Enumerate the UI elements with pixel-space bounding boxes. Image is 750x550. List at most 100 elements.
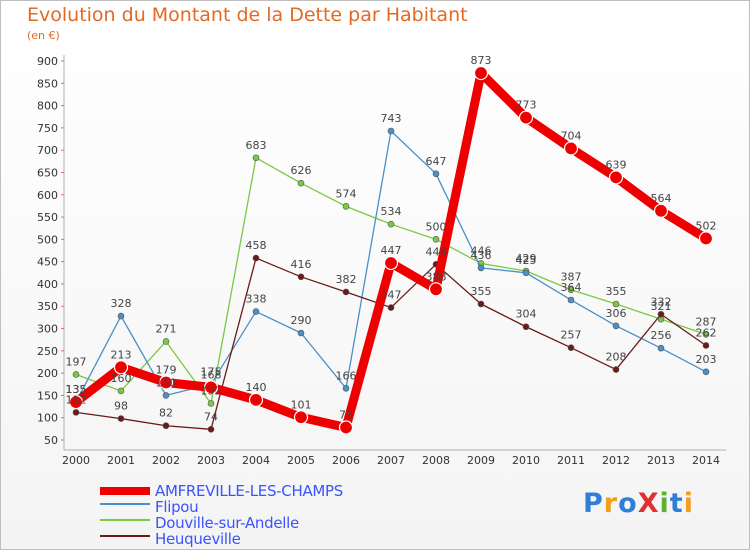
y-tick-label: 500 <box>37 233 58 246</box>
data-label: 446 <box>471 244 492 257</box>
data-point <box>297 329 305 337</box>
chart-title: Evolution du Montant de la Dette par Hab… <box>27 4 468 26</box>
data-label: 500 <box>426 220 447 233</box>
data-point <box>473 65 489 81</box>
data-label: 287 <box>696 315 717 328</box>
data-label: 175 <box>201 365 222 378</box>
data-label: 328 <box>111 297 132 310</box>
data-point <box>342 384 350 392</box>
legend-label-douville: Douville-sur-Andelle <box>155 514 299 532</box>
x-tick-label: 2007 <box>377 454 405 467</box>
y-tick-label: 100 <box>37 412 58 425</box>
data-point <box>252 308 260 315</box>
data-label: 168 <box>201 368 222 381</box>
y-tick-label: 250 <box>37 345 58 358</box>
data-point <box>702 342 710 349</box>
y-tick-label: 750 <box>37 122 58 135</box>
data-label: 447 <box>381 244 402 257</box>
data-point <box>477 264 485 272</box>
data-point <box>297 273 305 281</box>
y-tick-label: 800 <box>37 100 58 113</box>
data-label: 135 <box>66 383 87 396</box>
data-label: 444 <box>426 245 447 258</box>
data-point <box>252 154 260 162</box>
x-tick-label: 2010 <box>512 454 540 467</box>
x-tick-label: 2004 <box>242 454 270 467</box>
data-label: 257 <box>561 329 582 342</box>
data-point <box>252 254 260 262</box>
data-label: 639 <box>606 158 627 171</box>
data-point <box>518 110 534 125</box>
data-label: 458 <box>246 239 267 252</box>
data-label: 355 <box>471 285 492 298</box>
y-tick-label: 850 <box>37 77 58 90</box>
data-point <box>248 392 264 407</box>
y-unit-label: (en €) <box>27 29 60 42</box>
logo-letter: t <box>669 488 684 519</box>
data-label: 416 <box>291 258 312 271</box>
y-tick-label: 600 <box>37 189 58 202</box>
data-label: 166 <box>336 369 357 382</box>
x-tick-label: 2005 <box>287 454 315 467</box>
data-point <box>68 395 84 410</box>
y-tick-label: 350 <box>37 300 58 313</box>
x-tick-label: 2011 <box>557 454 585 467</box>
series-line <box>75 257 707 430</box>
data-label: 74 <box>204 410 218 423</box>
data-point <box>117 387 125 395</box>
logo-letter: r <box>603 488 619 519</box>
x-tick-label: 2008 <box>422 454 450 467</box>
data-point <box>567 296 575 304</box>
legend-label-flipou: Flipou <box>155 498 199 516</box>
x-tick-label: 2002 <box>152 454 180 467</box>
data-label: 82 <box>159 407 173 420</box>
data-label: 101 <box>291 398 312 411</box>
y-tick-label: 700 <box>37 144 58 157</box>
logo-letter: i <box>683 488 694 519</box>
data-point <box>162 422 170 430</box>
data-label: 704 <box>561 129 582 142</box>
data-point <box>432 170 440 178</box>
data-label: 382 <box>336 273 357 286</box>
data-label: 135 <box>66 383 87 396</box>
y-tick-label: 50 <box>44 434 58 447</box>
data-point <box>567 286 575 294</box>
y-tick-label: 450 <box>37 256 58 269</box>
x-tick-label: 2003 <box>197 454 225 467</box>
logo-letter: X <box>637 488 660 519</box>
data-point <box>207 400 215 407</box>
data-point <box>293 410 309 425</box>
data-point <box>702 331 710 338</box>
data-label: 78 <box>339 409 353 422</box>
legend-swatch-douville <box>100 519 150 521</box>
data-point <box>612 322 620 330</box>
data-point <box>207 425 215 433</box>
data-point <box>522 269 530 277</box>
data-point <box>657 310 665 318</box>
data-label: 574 <box>336 187 357 200</box>
data-label: 203 <box>696 353 717 366</box>
data-point <box>387 127 395 135</box>
data-point <box>702 368 710 376</box>
data-point <box>653 203 669 218</box>
data-label: 388 <box>426 270 447 283</box>
data-label: 626 <box>291 164 312 177</box>
data-label: 271 <box>156 322 177 335</box>
y-tick-label: 650 <box>37 166 58 179</box>
data-point <box>203 380 219 395</box>
data-label: 647 <box>426 155 447 168</box>
logo-letter: P <box>583 488 604 519</box>
data-label: 534 <box>381 205 402 218</box>
y-tick-label: 400 <box>37 278 58 291</box>
data-label: 140 <box>246 381 267 394</box>
data-label: 160 <box>111 372 132 385</box>
data-label: 321 <box>651 300 672 313</box>
data-label: 197 <box>66 355 87 368</box>
data-point <box>612 366 620 373</box>
data-point <box>297 179 305 187</box>
data-point <box>117 312 125 320</box>
logo-letter: o <box>618 488 638 519</box>
logo-letter: i <box>659 488 670 519</box>
